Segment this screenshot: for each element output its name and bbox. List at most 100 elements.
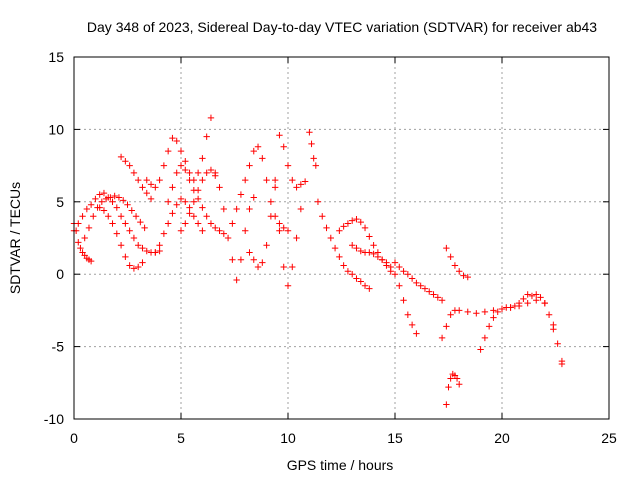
data-point <box>164 220 172 227</box>
data-point <box>79 213 86 220</box>
data-point <box>177 227 185 234</box>
data-point <box>107 194 114 201</box>
data-point <box>246 162 253 169</box>
data-point <box>310 155 317 162</box>
x-tick-label: 20 <box>494 430 510 446</box>
data-point <box>130 169 138 177</box>
data-point <box>98 198 106 205</box>
data-point <box>353 244 360 252</box>
data-point <box>327 234 334 242</box>
data-point <box>147 181 155 188</box>
data-point <box>361 282 369 289</box>
data-point <box>490 307 497 314</box>
data-point <box>515 299 523 307</box>
x-tick-label: 0 <box>70 430 78 446</box>
data-point <box>319 213 326 220</box>
data-point <box>550 326 557 333</box>
x-tick-label: 10 <box>280 430 296 446</box>
data-point <box>404 311 412 318</box>
data-point <box>366 249 373 256</box>
data-point <box>357 247 364 255</box>
data-point <box>160 162 168 169</box>
data-point <box>447 311 454 318</box>
data-point <box>250 194 257 201</box>
data-point <box>430 291 437 298</box>
x-tick-label: 15 <box>387 430 403 446</box>
data-point <box>186 176 193 184</box>
data-point <box>194 220 202 227</box>
data-point <box>323 224 330 232</box>
data-point <box>417 282 424 289</box>
data-point <box>312 162 320 169</box>
data-point <box>451 262 459 269</box>
data-point <box>216 227 223 234</box>
data-point <box>109 220 116 227</box>
data-point <box>370 250 377 258</box>
data-point <box>404 271 412 278</box>
data-point <box>139 259 146 266</box>
data-point <box>336 227 343 234</box>
data-point <box>485 323 493 330</box>
data-point <box>259 155 266 162</box>
data-point <box>353 275 360 282</box>
data-point <box>143 247 150 255</box>
data-point <box>361 224 369 232</box>
data-point <box>143 189 150 197</box>
plot-area-border <box>73 56 610 420</box>
data-point <box>524 299 531 307</box>
series-arc-13 <box>271 184 305 289</box>
data-point <box>194 169 202 177</box>
data-point <box>507 304 514 311</box>
data-point <box>349 217 356 224</box>
data-point <box>306 129 313 136</box>
data-point <box>267 213 275 220</box>
data-point <box>284 227 292 234</box>
data-point <box>177 147 185 155</box>
data-point <box>130 265 138 272</box>
data-point <box>173 201 180 208</box>
data-point <box>137 218 144 226</box>
data-point <box>293 234 300 242</box>
data-point <box>263 242 270 249</box>
data-point <box>96 204 103 211</box>
data-point <box>216 184 223 191</box>
axis-ticks: 0 5 10 15 20 25 -10 -5 0 5 10 15 <box>44 49 617 446</box>
data-point <box>160 230 168 237</box>
data-point <box>199 176 206 184</box>
data-point <box>242 176 249 184</box>
data-point <box>366 233 373 240</box>
data-point <box>126 227 133 234</box>
data-point <box>490 314 497 321</box>
data-point <box>297 205 305 213</box>
data-point <box>284 162 292 169</box>
y-axis-title: SDTVAR / TECUs <box>7 182 23 294</box>
data-point <box>280 143 287 150</box>
data-point <box>126 262 133 269</box>
data-point <box>349 242 356 249</box>
data-point <box>128 207 135 214</box>
data-point <box>456 307 463 314</box>
data-point <box>349 271 356 278</box>
data-point <box>207 166 215 174</box>
data-point <box>199 155 206 162</box>
data-point <box>271 176 279 184</box>
data-point <box>481 334 489 342</box>
data-point <box>336 253 343 261</box>
data-point <box>87 257 95 265</box>
series-arc-9 <box>177 166 219 234</box>
series-arc-23 <box>533 291 566 365</box>
data-point <box>92 195 99 203</box>
x-tick-label: 25 <box>601 430 617 446</box>
data-point <box>413 330 420 337</box>
data-point <box>297 181 305 188</box>
series-arc-17 <box>349 242 420 337</box>
data-point <box>408 275 416 282</box>
data-point <box>387 263 394 271</box>
series-arc-20 <box>443 370 463 408</box>
x-axis-title: GPS time / hours <box>287 457 394 473</box>
series-arc-18 <box>391 259 446 304</box>
data-point <box>102 195 110 203</box>
data-point <box>340 262 347 269</box>
data-point <box>132 213 140 220</box>
data-point <box>169 184 176 191</box>
